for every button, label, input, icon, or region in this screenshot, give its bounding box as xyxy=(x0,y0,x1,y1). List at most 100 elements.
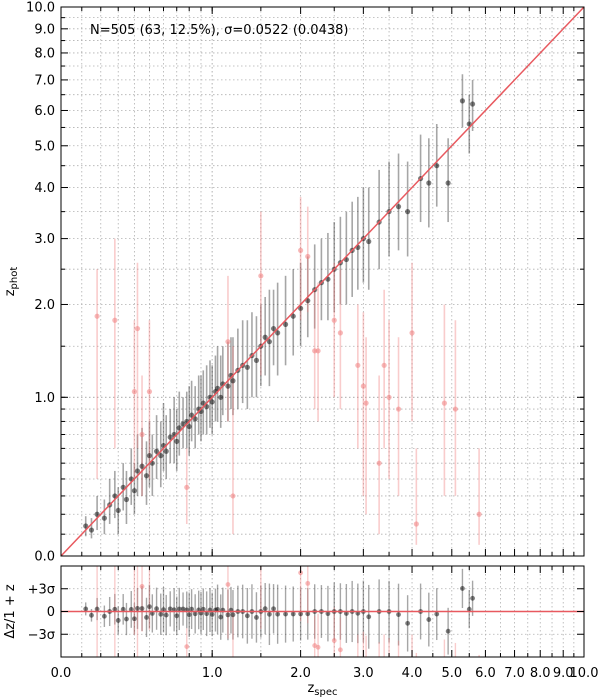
resid-point xyxy=(94,606,100,612)
main-grid xyxy=(61,6,585,556)
data-point xyxy=(445,180,451,186)
main-points xyxy=(83,98,482,533)
resid-point xyxy=(139,606,145,611)
data-point xyxy=(434,163,440,169)
resid-point xyxy=(290,611,296,617)
resid-point xyxy=(158,611,164,617)
resid-point xyxy=(184,644,190,649)
x-tick-label: 3.0 xyxy=(353,666,374,681)
data-point xyxy=(180,421,186,427)
data-point xyxy=(88,527,95,533)
data-point xyxy=(230,493,236,499)
data-point xyxy=(146,389,153,395)
y-tick-label: 6.0 xyxy=(34,104,55,119)
data-point xyxy=(305,253,311,260)
resid-point xyxy=(298,611,304,617)
data-point xyxy=(134,325,141,332)
data-point xyxy=(94,313,100,319)
data-point xyxy=(386,394,392,400)
resid-point xyxy=(230,612,236,618)
data-point xyxy=(139,463,145,469)
one-to-one-line xyxy=(60,6,585,557)
x-tick-label: 4.0 xyxy=(402,666,423,681)
resid-point xyxy=(262,606,268,612)
resid-point xyxy=(271,606,276,612)
resid-point xyxy=(192,611,198,617)
data-point xyxy=(94,511,100,517)
data-point xyxy=(469,101,476,107)
residual-ticks xyxy=(60,566,585,657)
resid-point xyxy=(174,613,180,619)
data-point xyxy=(476,511,482,517)
y-tick-label: 2.0 xyxy=(34,298,55,313)
resid-point xyxy=(426,617,432,622)
data-point xyxy=(209,399,215,405)
resid-point xyxy=(167,606,173,612)
data-point xyxy=(163,448,169,454)
data-point xyxy=(275,330,281,336)
y-axis-title: zphot xyxy=(3,267,20,297)
x-tick-label: 8.0 xyxy=(530,666,551,681)
data-point xyxy=(413,521,419,527)
resid-point xyxy=(254,615,259,620)
data-point xyxy=(186,423,192,430)
data-point xyxy=(337,330,343,336)
data-point xyxy=(360,383,366,389)
resid-point xyxy=(128,606,134,612)
y-tick-label: 3.0 xyxy=(34,232,55,247)
data-point xyxy=(176,425,182,431)
resid-point xyxy=(470,595,475,601)
resid-point xyxy=(275,611,281,617)
resid-point xyxy=(445,628,451,634)
x-tick-label: 7.0 xyxy=(504,666,525,681)
resid-y-tick-label: +3σ xyxy=(28,582,55,597)
x-tick-label: 9.0 xyxy=(553,666,574,681)
resid-point xyxy=(209,612,215,617)
data-point xyxy=(230,378,236,384)
data-point xyxy=(355,362,361,368)
data-point xyxy=(143,473,150,479)
resid-point xyxy=(135,606,140,611)
resid-point xyxy=(331,638,337,643)
data-point xyxy=(134,468,141,474)
x-tick-label: 5.0 xyxy=(441,666,462,681)
x-tick-label: 0.0 xyxy=(51,666,72,681)
data-point xyxy=(262,334,268,340)
data-point xyxy=(298,247,304,253)
data-point xyxy=(331,317,337,323)
x-tick-label: 10.0 xyxy=(570,666,599,681)
data-point xyxy=(315,348,321,354)
resid-point xyxy=(396,612,401,617)
y-tick-label: 4.0 xyxy=(34,181,55,196)
resid-point xyxy=(215,606,220,612)
resid-point xyxy=(139,584,145,589)
residual-panel: +3σ 0 −3σ Δz/1 + z xyxy=(3,565,585,658)
data-point xyxy=(258,273,264,279)
y-tick-label: 7.0 xyxy=(34,73,55,88)
resid-point xyxy=(337,647,343,653)
resid-point xyxy=(163,612,169,618)
data-point xyxy=(244,364,250,370)
data-point xyxy=(282,321,289,327)
y-tick-label: 0.0 xyxy=(34,550,55,565)
main-ticks xyxy=(60,6,585,557)
resid-point xyxy=(283,611,288,617)
x-axis-title: zspec xyxy=(307,681,337,698)
data-point xyxy=(225,339,231,345)
data-point xyxy=(270,325,277,332)
data-point xyxy=(452,406,459,412)
resid-point xyxy=(225,612,231,618)
resid-point xyxy=(325,611,331,617)
data-point xyxy=(158,453,164,459)
data-point xyxy=(290,313,296,319)
data-point xyxy=(395,406,402,412)
statistics-annotation: N=505 (63, 12.5%), σ=0.0522 (0.0438) xyxy=(90,23,348,38)
residual-y-tick-labels: +3σ 0 −3σ xyxy=(28,582,55,643)
resid-point xyxy=(244,613,250,619)
data-point xyxy=(298,305,304,311)
resid-point xyxy=(343,611,349,616)
data-point xyxy=(153,448,160,454)
resid-point xyxy=(120,606,126,612)
x-tick-labels: 0.0 1.0 2.0 3.0 4.0 5.0 6.0 7.0 8.0 9.010.0 xyxy=(51,666,599,681)
